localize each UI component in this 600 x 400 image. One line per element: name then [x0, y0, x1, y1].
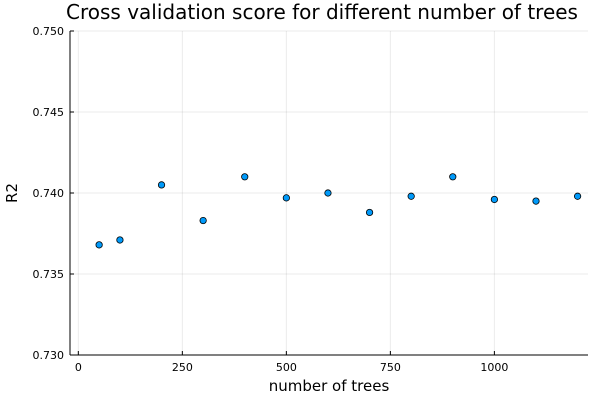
data-point: [532, 197, 540, 205]
x-tick-label: 0: [75, 361, 82, 374]
data-point: [95, 241, 103, 249]
y-tick-label: 0.740: [33, 187, 65, 200]
y-tick-label: 0.730: [33, 349, 65, 362]
x-tick-label: 250: [172, 361, 193, 374]
data-point: [282, 194, 290, 202]
data-point: [324, 189, 332, 197]
data-point: [241, 173, 249, 181]
data-point: [116, 236, 124, 244]
data-point: [490, 195, 498, 204]
data-point: [573, 192, 582, 200]
chart-title: Cross validation score for different num…: [66, 0, 578, 24]
x-tick-label: 1000: [480, 361, 508, 374]
data-point: [449, 173, 457, 181]
x-tick-label: 500: [276, 361, 297, 374]
y-tick-label: 0.745: [33, 106, 65, 119]
y-tick-label: 0.735: [33, 268, 65, 281]
y-axis-label: R2: [3, 183, 21, 203]
x-ticks: 0 250 500 750 1000: [75, 351, 508, 374]
x-axis-label: number of trees: [269, 377, 390, 395]
y-tick-label: 0.750: [33, 25, 65, 38]
data-point: [365, 208, 374, 217]
data-point: [199, 216, 207, 225]
x-tick-label: 750: [380, 361, 401, 374]
y-ticks: 0.730 0.735 0.740 0.745 0.750: [33, 25, 74, 362]
data-points: [95, 173, 582, 249]
data-point: [407, 192, 415, 200]
data-point: [157, 181, 166, 189]
